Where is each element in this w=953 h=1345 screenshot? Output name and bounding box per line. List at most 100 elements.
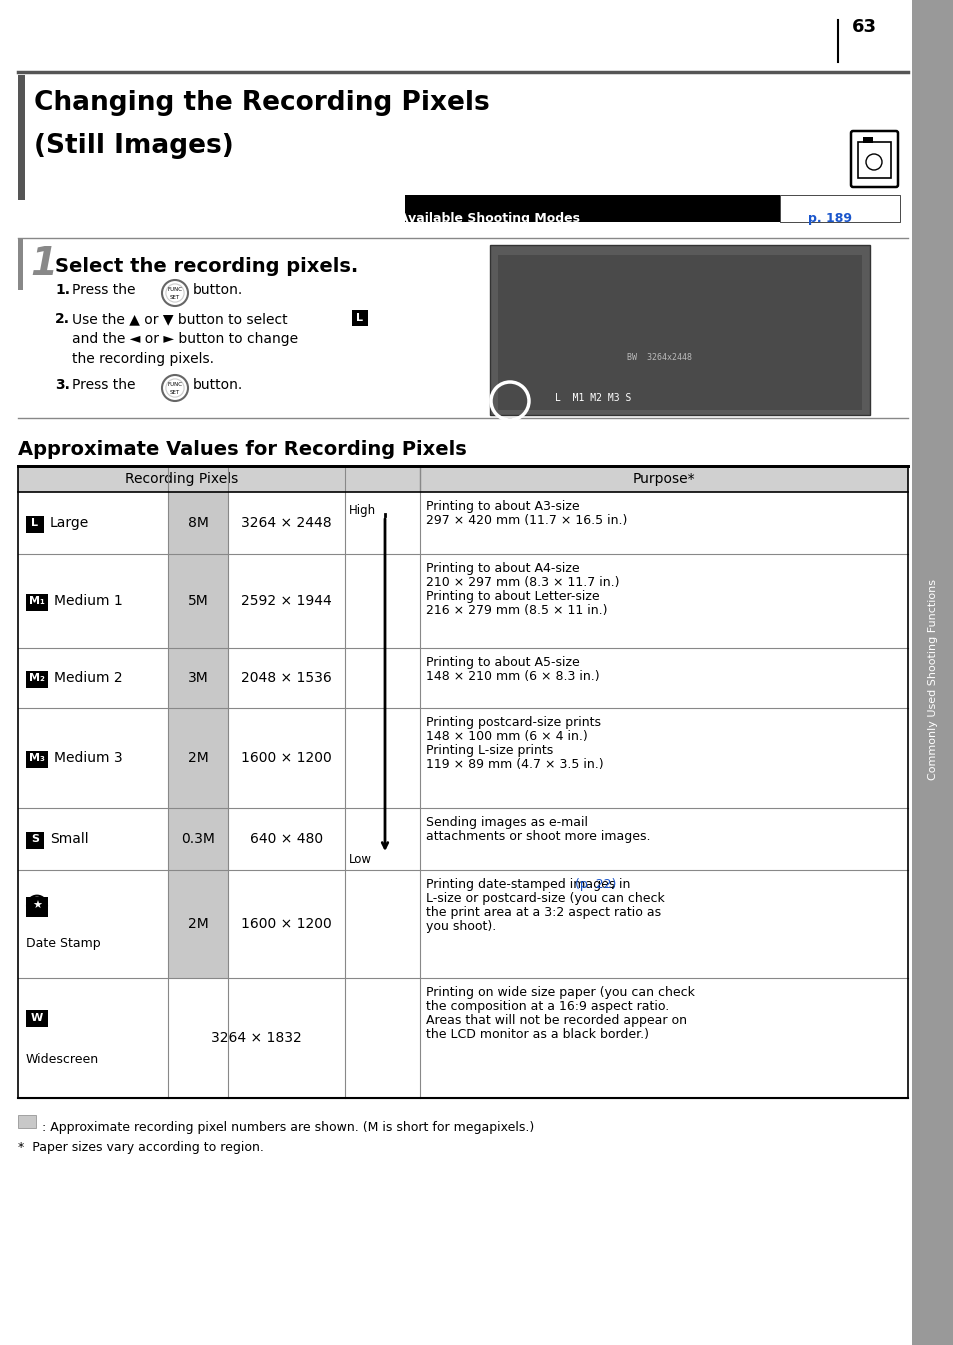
Text: 2M: 2M: [188, 917, 208, 931]
Text: Purpose*: Purpose*: [632, 472, 695, 486]
Text: Printing date-stamped images: Printing date-stamped images: [426, 878, 618, 890]
Bar: [18, 648, 907, 707]
Circle shape: [162, 375, 188, 401]
Text: Date Stamp: Date Stamp: [26, 937, 100, 950]
Text: button.: button.: [193, 378, 243, 391]
Text: you shoot).: you shoot).: [426, 920, 496, 933]
Text: 3.: 3.: [55, 378, 70, 391]
Text: 0.3M: 0.3M: [181, 833, 214, 846]
FancyBboxPatch shape: [850, 130, 897, 187]
Text: 1600 × 1200: 1600 × 1200: [241, 751, 332, 765]
Bar: [862, 137, 872, 143]
Text: FUNC: FUNC: [168, 286, 182, 292]
Bar: [18, 707, 907, 808]
Text: 63: 63: [851, 17, 876, 36]
Text: L-size or postcard-size (you can check: L-size or postcard-size (you can check: [426, 892, 664, 905]
Text: 1: 1: [30, 245, 57, 282]
Text: 1600 × 1200: 1600 × 1200: [241, 917, 332, 931]
Text: 640 × 480: 640 × 480: [250, 833, 323, 846]
Text: Use the ▲ or ▼ button to select: Use the ▲ or ▼ button to select: [71, 312, 292, 325]
Text: 3264 × 1832: 3264 × 1832: [211, 1032, 301, 1045]
Bar: [168, 707, 228, 808]
Text: High: High: [349, 504, 375, 516]
Text: (p. 22): (p. 22): [575, 878, 616, 890]
Text: 297 × 420 mm (11.7 × 16.5 in.): 297 × 420 mm (11.7 × 16.5 in.): [426, 514, 627, 527]
Bar: [18, 1115, 36, 1128]
Text: 2592 × 1944: 2592 × 1944: [241, 594, 332, 608]
Circle shape: [865, 153, 882, 169]
Text: 8M: 8M: [188, 516, 208, 530]
Text: Changing the Recording Pixels: Changing the Recording Pixels: [34, 90, 489, 116]
Text: Approximate Values for Recording Pixels: Approximate Values for Recording Pixels: [18, 440, 466, 459]
Bar: [911, 0, 953, 1345]
Text: *  Paper sizes vary according to region.: * Paper sizes vary according to region.: [18, 1141, 264, 1154]
Bar: [26, 1010, 48, 1028]
Circle shape: [162, 280, 188, 307]
Text: Printing to about Letter-size: Printing to about Letter-size: [426, 590, 599, 603]
Text: L: L: [356, 313, 363, 323]
Text: p. 189: p. 189: [807, 213, 851, 225]
Text: M₂: M₂: [29, 672, 45, 683]
Text: Large: Large: [50, 516, 90, 530]
Bar: [18, 75, 25, 200]
Text: Press the: Press the: [71, 378, 135, 391]
Text: the composition at a 16:9 aspect ratio.: the composition at a 16:9 aspect ratio.: [426, 999, 669, 1013]
Text: Select the recording pixels.: Select the recording pixels.: [55, 257, 358, 276]
Bar: [18, 238, 23, 291]
Text: 216 × 279 mm (8.5 × 11 in.): 216 × 279 mm (8.5 × 11 in.): [426, 604, 607, 617]
Text: 3M: 3M: [188, 671, 208, 685]
Bar: [18, 554, 907, 648]
Text: 148 × 210 mm (6 × 8.3 in.): 148 × 210 mm (6 × 8.3 in.): [426, 670, 599, 683]
Text: button.: button.: [193, 282, 243, 297]
Text: 3264 × 2448: 3264 × 2448: [241, 516, 332, 530]
Bar: [18, 465, 907, 492]
Text: Medium 1: Medium 1: [54, 594, 123, 608]
Bar: [18, 492, 907, 554]
Text: , in: , in: [611, 878, 630, 890]
Text: Commonly Used Shooting Functions: Commonly Used Shooting Functions: [927, 580, 937, 780]
Text: ★: ★: [32, 901, 42, 911]
Bar: [26, 897, 48, 917]
Text: Medium 3: Medium 3: [54, 751, 123, 765]
Bar: [168, 870, 228, 978]
Bar: [18, 808, 907, 870]
Bar: [490, 245, 869, 416]
Bar: [26, 751, 48, 768]
Text: Areas that will not be recorded appear on: Areas that will not be recorded appear o…: [426, 1014, 686, 1028]
Bar: [857, 143, 890, 178]
Text: SET: SET: [170, 295, 180, 300]
Text: L: L: [31, 518, 38, 529]
Text: 148 × 100 mm (6 × 4 in.): 148 × 100 mm (6 × 4 in.): [426, 730, 587, 742]
Text: 1.: 1.: [55, 282, 70, 297]
Bar: [168, 554, 228, 648]
Bar: [405, 195, 780, 222]
Bar: [780, 195, 899, 222]
Text: 119 × 89 mm (4.7 × 3.5 in.): 119 × 89 mm (4.7 × 3.5 in.): [426, 759, 603, 771]
Bar: [26, 671, 48, 687]
Text: attachments or shoot more images.: attachments or shoot more images.: [426, 830, 650, 843]
Bar: [168, 808, 228, 870]
Bar: [26, 515, 44, 533]
Text: Sending images as e-mail: Sending images as e-mail: [426, 816, 587, 829]
Text: Printing postcard-size prints: Printing postcard-size prints: [426, 716, 600, 729]
Text: Available Shooting Modes: Available Shooting Modes: [399, 213, 579, 225]
Text: M₃: M₃: [29, 753, 45, 763]
Text: 2M: 2M: [188, 751, 208, 765]
Text: Printing L-size prints: Printing L-size prints: [426, 744, 553, 757]
Bar: [168, 648, 228, 707]
Bar: [497, 256, 862, 410]
Text: W: W: [30, 1013, 43, 1022]
Bar: [168, 492, 228, 554]
Bar: [18, 870, 907, 978]
Text: : Approximate recording pixel numbers are shown. (M is short for megapixels.): : Approximate recording pixel numbers ar…: [42, 1120, 534, 1134]
Bar: [352, 309, 368, 325]
Text: Medium 2: Medium 2: [54, 671, 123, 685]
Text: the LCD monitor as a black border.): the LCD monitor as a black border.): [426, 1028, 648, 1041]
Bar: [26, 593, 48, 611]
Text: Printing to about A3-size: Printing to about A3-size: [426, 500, 579, 512]
Text: Low: Low: [349, 853, 372, 866]
Text: »»: »»: [784, 213, 801, 226]
Text: Widescreen: Widescreen: [26, 1053, 99, 1067]
Text: L  M1 M2 M3 S: L M1 M2 M3 S: [555, 393, 631, 403]
Bar: [26, 831, 44, 849]
